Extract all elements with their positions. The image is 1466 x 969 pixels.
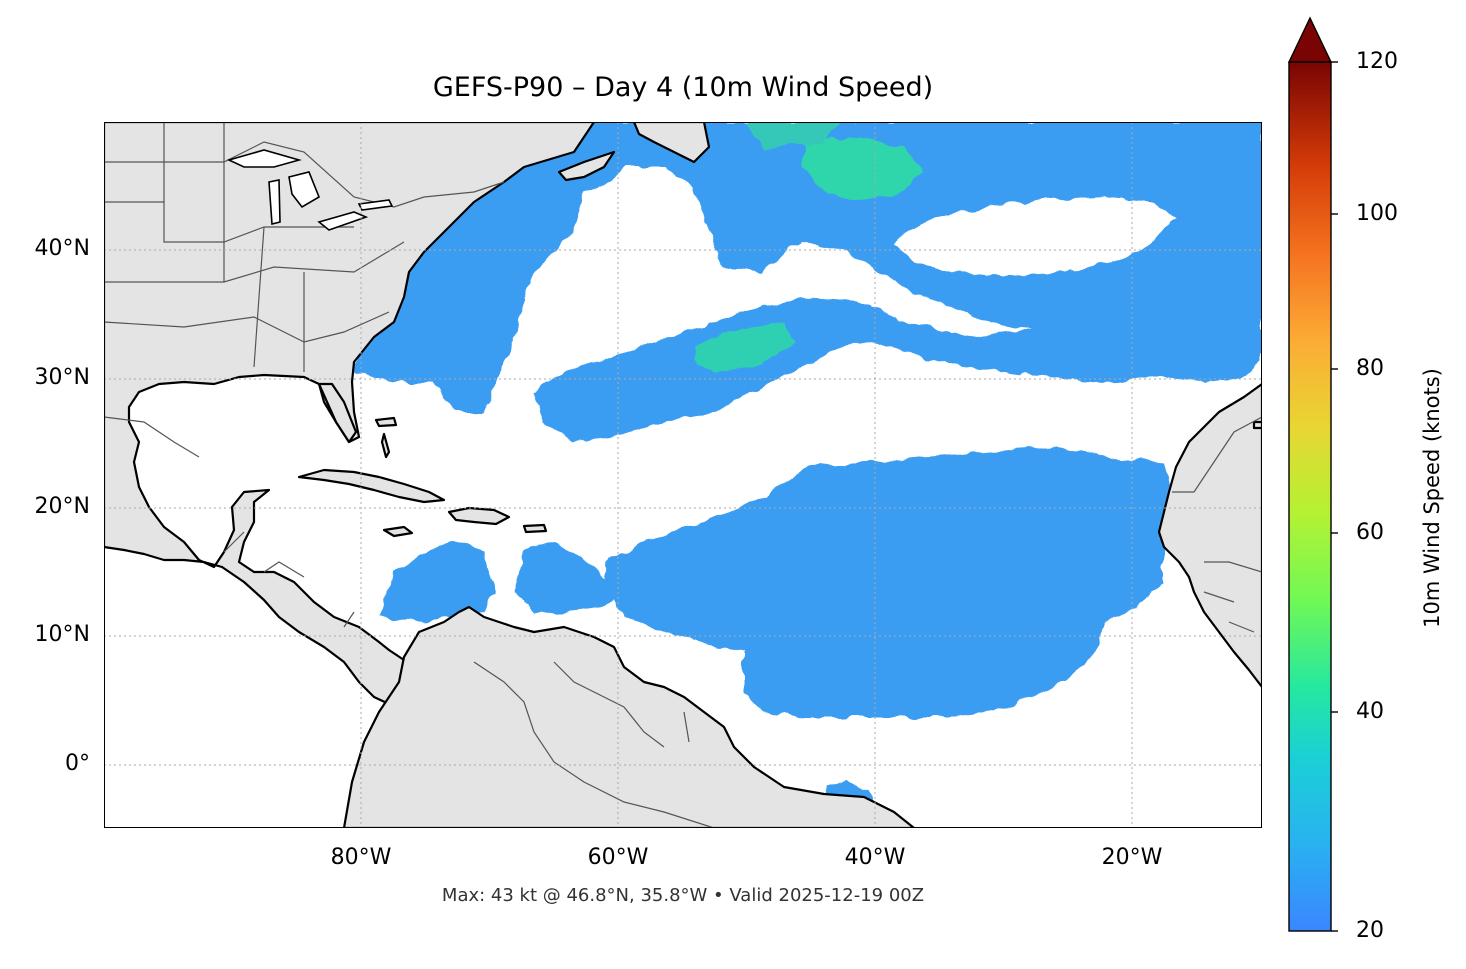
wind-max-north (804, 137, 924, 202)
political-borders (104, 122, 1262, 828)
lat-label-20n: 20°N (34, 494, 90, 519)
colorbar-gradient (1288, 61, 1332, 932)
lat-label-10n: 10°N (34, 622, 90, 647)
colorbar-label-80: 80 (1356, 356, 1384, 381)
south-america-land (342, 605, 916, 828)
jamaica (382, 525, 414, 538)
wind-field (104, 122, 1262, 804)
cuba (297, 468, 446, 504)
wind-max-north-2 (744, 122, 844, 147)
colorbar-label-40: 40 (1356, 699, 1384, 724)
calm-areas (514, 177, 1174, 372)
border-states-3 (104, 311, 390, 343)
border-central-america (223, 531, 355, 628)
wind-area-caribbean-east (514, 542, 624, 612)
border-africa (1172, 416, 1262, 633)
wind-area-caribbean-west (379, 542, 494, 622)
colorbar-title: 10m Wind Speed (knots) (1420, 368, 1444, 628)
great-lakes (226, 149, 394, 231)
colorbar-label-100: 100 (1356, 201, 1398, 226)
newfoundland (632, 122, 711, 164)
lake-michigan (268, 179, 281, 226)
colorbar-label-120: 120 (1356, 49, 1398, 74)
lake-huron (288, 171, 320, 209)
lon-label-40w: 40°W (844, 845, 906, 870)
gridlines (104, 122, 1262, 828)
border-south-america-1 (473, 661, 715, 828)
lon-label-80w: 80°W (330, 845, 392, 870)
border-states-1 (104, 201, 354, 243)
lon-label-20w: 20°W (1101, 845, 1163, 870)
footer-info: Max: 43 kt @ 46.8°N, 35.8°W • Valid 2025… (441, 885, 925, 906)
bahamas (374, 416, 398, 459)
wind-area-mid (534, 202, 1262, 442)
calm-area-west (514, 177, 714, 372)
map-title: GEFS-P90 – Day 4 (10m Wind Speed) (432, 72, 934, 103)
africa-land (1157, 382, 1262, 689)
landmasses (104, 122, 1262, 828)
lake-superior (226, 149, 302, 168)
islands-atlantic (1252, 420, 1262, 430)
colorbar-ticks (1331, 61, 1338, 932)
hispaniola (447, 506, 511, 526)
border-us-canada (104, 141, 505, 208)
lat-label-0: 0° (65, 751, 90, 776)
lat-label-40n: 40°N (34, 236, 90, 261)
lon-label-60w: 60°W (587, 845, 649, 870)
lake-erie (317, 211, 369, 231)
colorbar-label-20: 20 (1356, 918, 1384, 943)
lat-label-30n: 30°N (34, 365, 90, 390)
border-mexico (104, 416, 200, 458)
colorbar-extend-arrow (1288, 16, 1333, 63)
florida (317, 382, 358, 444)
wind-area-trades (604, 447, 1174, 717)
border-states-4 (163, 122, 305, 372)
colorbar (1288, 16, 1338, 932)
puerto-rico (522, 523, 548, 534)
border-south-america-2 (553, 661, 690, 748)
wind-max-mid (694, 322, 794, 372)
map-panel (104, 122, 1262, 828)
calm-area-east (894, 197, 1174, 277)
colorbar-label-60: 60 (1356, 520, 1384, 545)
nova-scotia (557, 150, 616, 182)
border-states-2 (104, 241, 405, 283)
map-svg (104, 122, 1262, 828)
